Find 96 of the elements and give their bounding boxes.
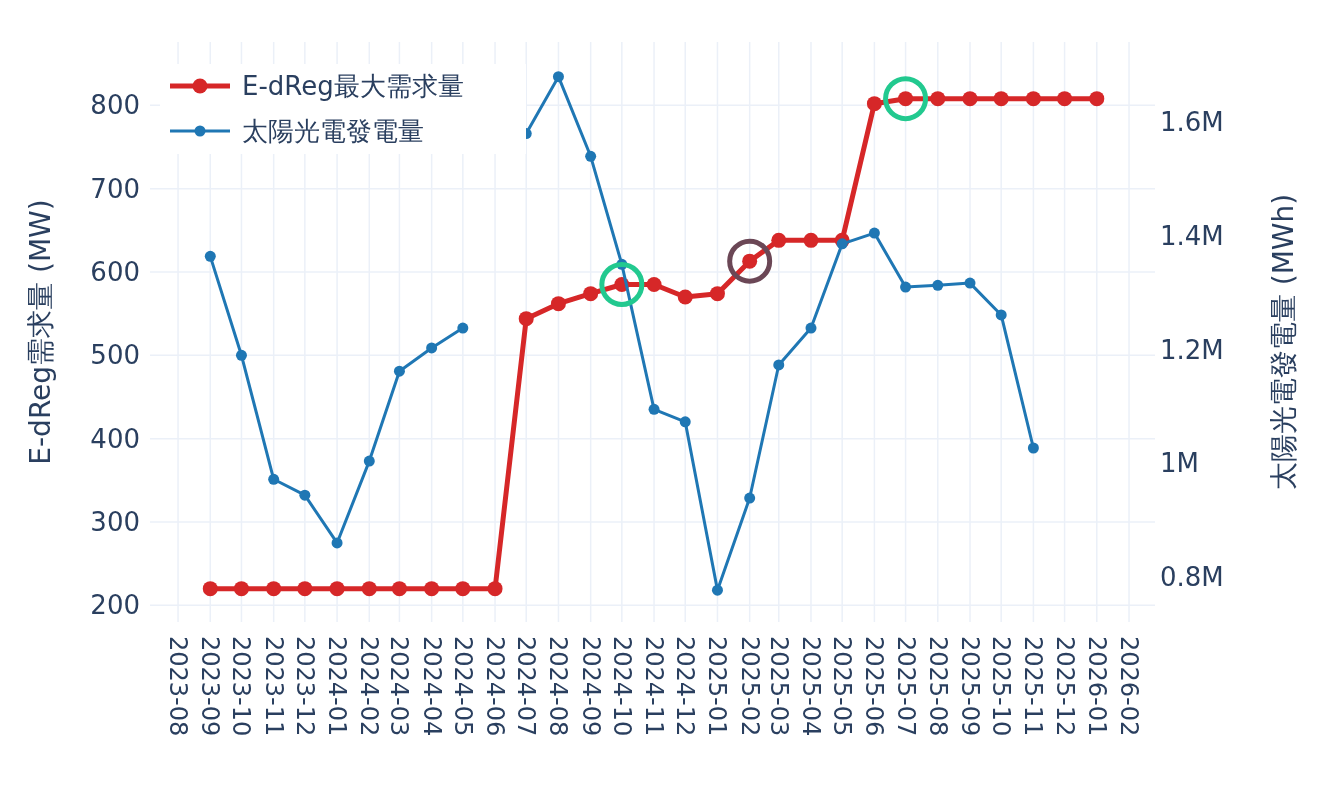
point [361,581,377,597]
point [993,91,1009,107]
y-tick-label: 500 [90,340,140,371]
y-tick-label: 700 [90,173,140,204]
point [711,584,723,596]
legend-label: 太陽光電發電量 [242,116,424,146]
point [299,489,311,501]
point [900,281,912,293]
point [771,232,787,248]
point [930,91,946,107]
point [995,309,1007,321]
x-tick-label: 2024-07 [512,636,541,737]
x-tick-label: 2024-02 [355,636,384,737]
x-tick-label: 2023-09 [196,636,225,737]
x-tick-label: 2025-11 [1019,636,1048,737]
x-tick-label: 2025-01 [703,636,732,737]
x-tick-label: 2024-08 [544,636,573,737]
x-tick-label: 2024-05 [448,636,477,737]
x-tick-label: 2023-08 [164,636,193,737]
point [1089,91,1105,107]
legend-label: E-dReg最大需求量 [242,71,464,101]
point [679,416,691,428]
point [964,277,976,289]
x-tick-label: 2025-09 [956,636,985,737]
x-tick-label: 2026-02 [1115,636,1144,737]
point [1057,91,1073,107]
y2-axis-title: 太陽光電發電量 (MWh) [1266,193,1300,491]
x-tick-label: 2025-10 [987,636,1016,737]
x-tick-label: 2024-03 [385,636,414,737]
point [648,403,660,415]
point [962,91,978,107]
point [233,581,249,597]
x-tick-label: 2024-06 [481,636,510,737]
point [552,71,564,83]
point [393,365,405,377]
point [836,238,848,250]
y-tick-label: 200 [90,590,140,621]
x-tick-label: 2024-04 [417,636,446,737]
point [805,322,817,334]
point [773,359,785,371]
x-tick-label: 2025-02 [735,636,764,737]
x-tick-label: 2024-10 [607,636,636,737]
x-tick-label: 2023-12 [290,636,319,737]
y2-tick-label: 0.8M [1160,562,1224,593]
y2-tick-label: 1.2M [1160,334,1224,365]
point [426,342,438,354]
point [204,250,216,262]
point [329,581,345,597]
y-axis-title: E-dReg需求量 (MW) [23,199,57,465]
point [866,96,882,112]
x-tick-label: 2024-11 [640,636,669,737]
y2-tick-label: 1M [1160,448,1199,479]
point [235,349,247,361]
x-tick-label: 2024-12 [671,636,700,737]
point [677,289,693,305]
x-tick-label: 2026-01 [1082,636,1111,737]
point [391,581,407,597]
x-tick-label: 2025-08 [923,636,952,737]
point [932,279,944,291]
y2-tick-label: 1.6M [1160,107,1224,138]
point [455,581,471,597]
point [868,227,880,239]
point [550,296,566,312]
x-tick-label: 2025-06 [860,636,889,737]
point [803,232,819,248]
y-tick-label: 300 [90,507,140,537]
y2-tick-label: 1.4M [1160,220,1224,251]
point [202,581,218,597]
point [297,581,313,597]
point [266,581,282,597]
x-tick-label: 2023-10 [227,636,256,737]
point [518,311,534,327]
x-tick-label: 2025-07 [891,636,920,737]
x-tick-label: 2025-03 [764,636,793,737]
point [363,455,375,467]
point [1027,442,1039,454]
point [424,581,440,597]
point [457,322,469,334]
point [331,537,343,549]
point [583,286,599,302]
point [744,492,756,504]
point [646,277,662,292]
x-tick-label: 2023-11 [259,636,288,737]
point [1025,91,1041,107]
point [487,581,503,597]
x-tick-label: 2025-12 [1050,636,1079,737]
x-tick-label: 2025-05 [828,636,857,737]
y-tick-label: 600 [90,257,140,287]
x-tick-label: 2024-09 [576,636,605,737]
point [585,150,597,162]
y-tick-label: 800 [90,90,140,121]
x-tick-label: 2025-04 [796,636,825,737]
point [268,473,280,485]
point [709,286,725,302]
y-tick-label: 400 [90,423,140,454]
x-tick-label: 2024-01 [323,636,352,737]
